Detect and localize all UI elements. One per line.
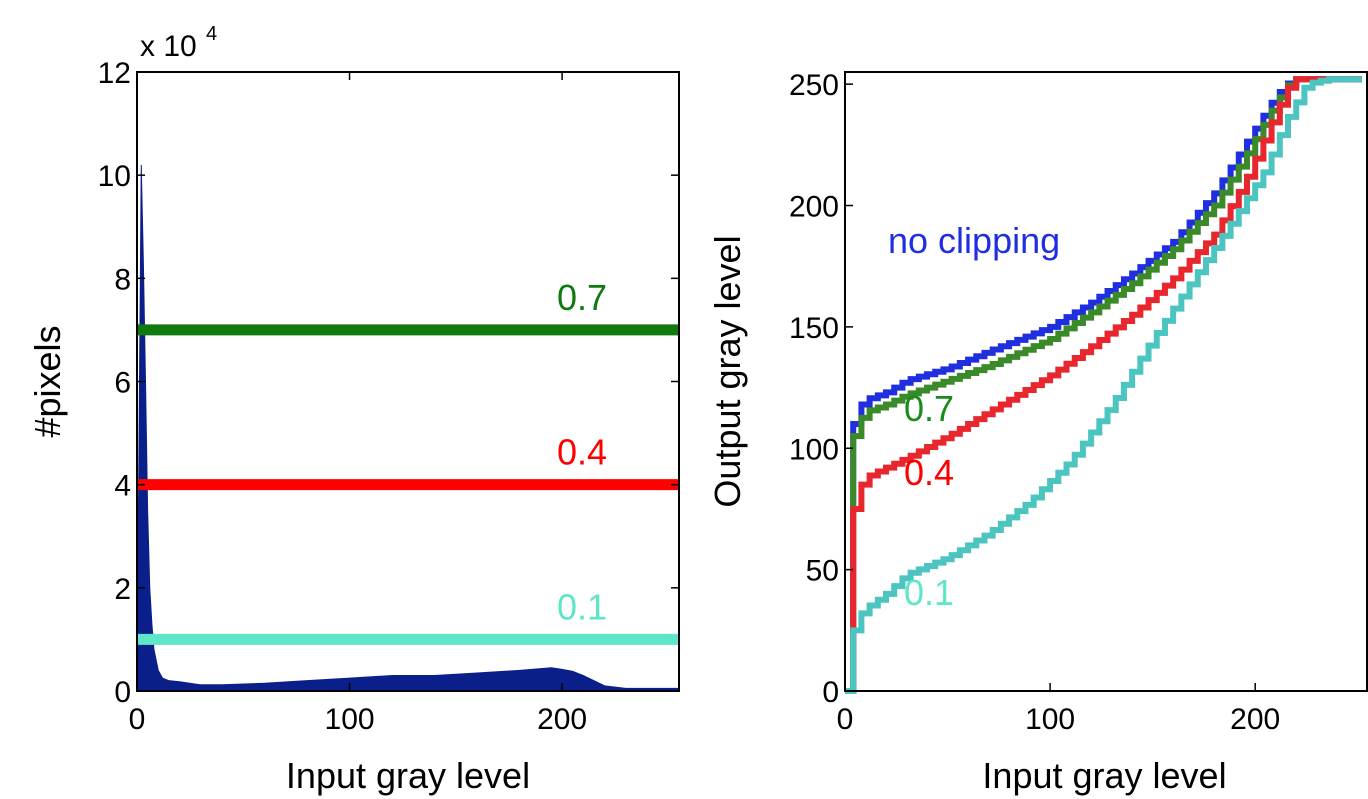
x-tick-label: 100	[1025, 703, 1075, 736]
y-tick-label: 100	[789, 433, 839, 466]
y-tick-label: 0	[822, 676, 839, 709]
histogram-y-axis-label: #pixels	[27, 325, 68, 437]
mapping-series	[845, 76, 1362, 694]
series-line-1	[845, 76, 1362, 694]
histogram-panel: 0.7 0.4 0.1 0 100 200 0 2 4 6 8 10 12 x 10 4 Input …	[27, 23, 680, 796]
x-tick-label: 100	[325, 703, 375, 736]
histogram-ticks: 0 100 200 0 2 4 6 8 10 12	[98, 57, 679, 736]
series-annotation: no clipping	[888, 220, 1060, 261]
y-tick-label: 200	[789, 191, 839, 224]
series-annotation: 0.4	[904, 452, 954, 493]
y-tick-label: 50	[806, 555, 839, 588]
y-tick-label: 4	[114, 470, 131, 503]
histogram-area	[136, 164, 680, 692]
clip-label: 0.4	[557, 432, 607, 473]
histogram-x-axis-label: Input gray level	[286, 755, 530, 796]
mapping-ticks: 0 100 200 0 50 100 150 200 250	[789, 69, 1280, 736]
mapping-plot-frame	[844, 71, 1368, 692]
histogram-series	[136, 164, 680, 692]
y-exponent-label: x 10	[140, 30, 197, 63]
clip-lines: 0.7 0.4 0.1	[137, 277, 679, 645]
x-tick-label: 0	[837, 703, 854, 736]
y-tick-label: 250	[789, 69, 839, 102]
series-line-2	[845, 76, 1362, 694]
series-line-3	[845, 76, 1362, 694]
y-tick-label: 150	[789, 312, 839, 345]
x-tick-label: 200	[1230, 703, 1280, 736]
y-tick-label: 6	[114, 367, 131, 400]
series-annotation: 0.7	[904, 388, 954, 429]
y-exponent-power: 4	[206, 23, 217, 45]
y-tick-label: 12	[98, 57, 131, 90]
mapping-panel: 0 100 200 0 50 100 150 200 250 no clipping 0.7 0.4…	[707, 69, 1368, 796]
y-tick-label: 2	[114, 573, 131, 606]
series-annotation: 0.1	[904, 572, 954, 613]
x-tick-label: 200	[537, 703, 587, 736]
series-line-4	[845, 76, 1362, 694]
y-tick-label: 0	[114, 676, 131, 709]
clip-label: 0.7	[557, 277, 607, 318]
clip-label: 0.1	[557, 586, 607, 627]
mapping-annotations: no clipping 0.7 0.4 0.1	[888, 220, 1060, 613]
y-tick-label: 10	[98, 160, 131, 193]
x-tick-label: 0	[129, 703, 146, 736]
y-tick-label: 8	[114, 263, 131, 296]
mapping-x-axis-label: Input gray level	[982, 755, 1226, 796]
mapping-y-axis-label: Output gray level	[707, 235, 748, 507]
